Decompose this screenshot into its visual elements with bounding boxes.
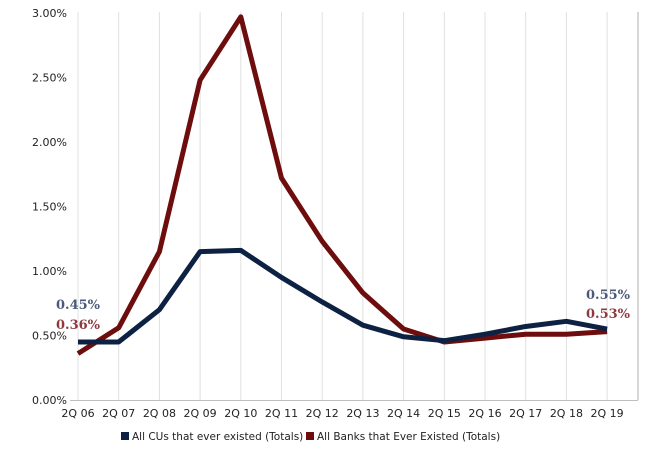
- legend-label-bank: All Banks that Ever Existed (Totals): [317, 431, 500, 443]
- legend-swatch-cu: [121, 432, 129, 440]
- x-tick-label: 2Q 15: [428, 407, 461, 420]
- vertical-grid: [77, 12, 608, 400]
- x-tick-label: 2Q 13: [346, 407, 379, 420]
- y-tick-label: 0.50%: [32, 330, 67, 343]
- x-tick-label: 2Q 12: [306, 407, 339, 420]
- y-tick-label: 2.00%: [32, 136, 67, 149]
- legend-label-cu: All CUs that ever existed (Totals): [132, 431, 303, 443]
- y-axis: 0.00% 0.50% 1.00% 1.50% 2.00% 2.50% 3.00%: [32, 7, 67, 407]
- x-tick-label: 2Q 06: [61, 407, 94, 420]
- data-label-bank-end: 0.53%: [586, 307, 631, 322]
- series-line-bank: [76, 14, 608, 356]
- x-tick-label: 2Q 07: [102, 407, 135, 420]
- data-label-bank-start: 0.36%: [56, 318, 101, 333]
- series-line-cu: [78, 247, 608, 345]
- y-tick-label: 0.00%: [32, 394, 67, 407]
- data-label-cu-end: 0.55%: [586, 288, 631, 303]
- x-tick-label: 2Q 10: [224, 407, 257, 420]
- x-tick-label: 2Q 16: [468, 407, 501, 420]
- y-tick-label: 3.00%: [32, 7, 67, 20]
- x-tick-label: 2Q 11: [265, 407, 298, 420]
- x-tick-label: 2Q 19: [591, 407, 624, 420]
- x-tick-label: 2Q 17: [509, 407, 542, 420]
- legend: All CUs that ever existed (Totals) All B…: [121, 431, 500, 443]
- x-tick-label: 2Q 08: [143, 407, 176, 420]
- x-tick-label: 2Q 09: [184, 407, 217, 420]
- data-label-cu-start: 0.45%: [56, 298, 101, 313]
- y-tick-label: 1.50%: [32, 201, 67, 214]
- x-tick-label: 2Q 18: [550, 407, 583, 420]
- series-lines: [76, 14, 608, 356]
- x-tick-label: 2Q 14: [387, 407, 420, 420]
- y-tick-label: 1.00%: [32, 265, 67, 278]
- x-axis: 2Q 06 2Q 07 2Q 08 2Q 09 2Q 10 2Q 11 2Q 12 2Q 13…: [61, 407, 623, 420]
- y-tick-label: 2.50%: [32, 72, 67, 85]
- legend-swatch-bank: [306, 432, 314, 440]
